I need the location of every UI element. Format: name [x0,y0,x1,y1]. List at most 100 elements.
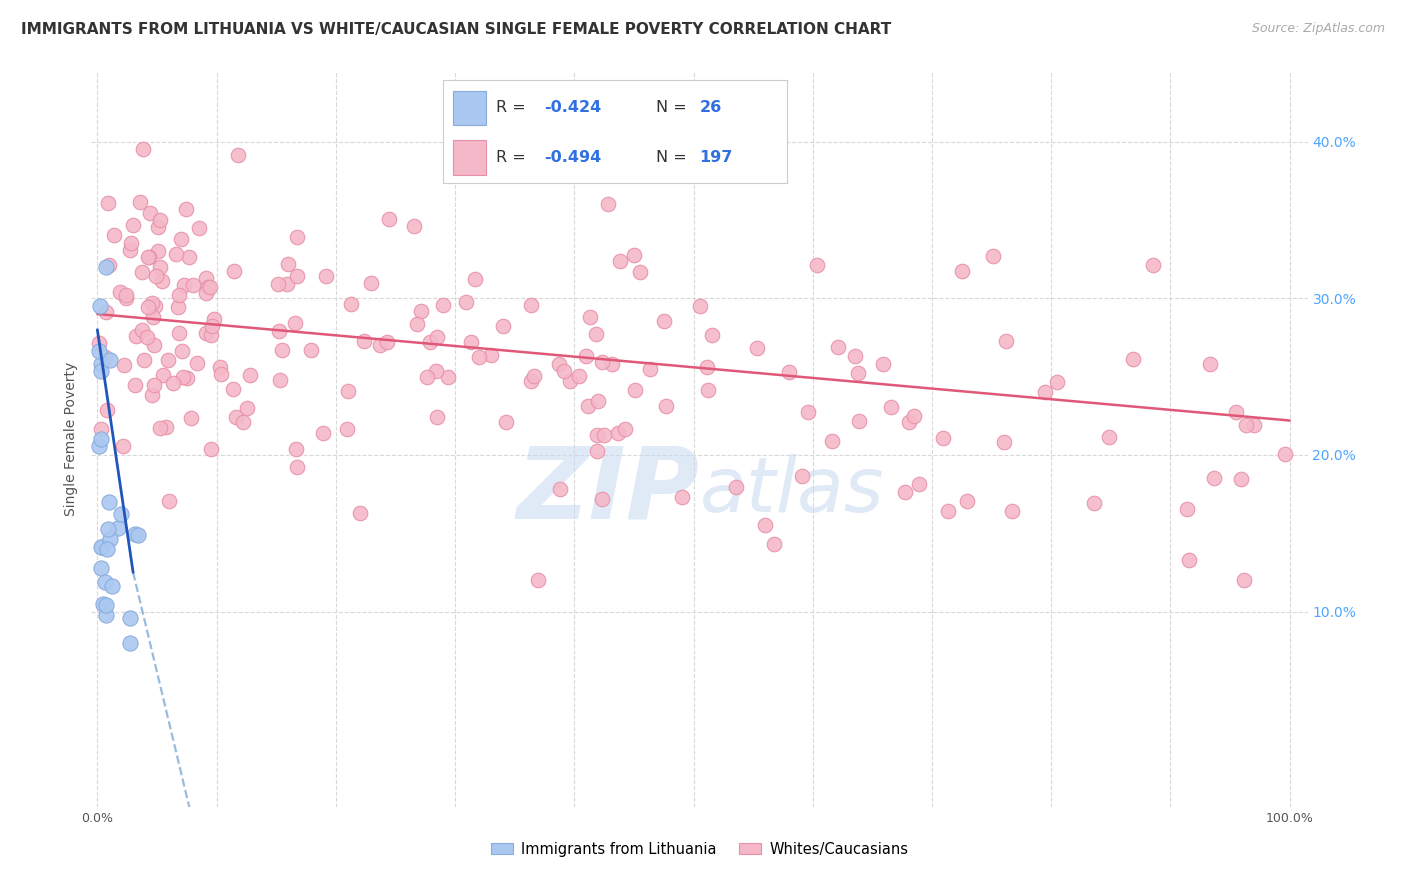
Point [94,260,117,274]
Point [1232,573,1254,587]
Point [162,376,184,391]
Point [149,260,172,275]
Point [797,405,820,419]
Point [269,373,291,387]
Point [585,428,607,442]
Point [98,495,121,509]
Point [111,439,134,453]
Text: R =: R = [496,150,531,165]
Text: 197: 197 [700,150,733,165]
Point [141,296,163,310]
Point [432,298,454,312]
Point [226,148,249,162]
Point [575,349,598,363]
Point [585,326,607,341]
Point [269,324,291,338]
Point [419,334,441,349]
Point [993,435,1015,450]
Point [96,305,118,319]
Point [903,409,925,424]
Point [370,338,392,352]
Point [593,428,616,442]
Point [90,540,112,554]
Point [267,277,290,292]
Point [520,375,543,389]
Point [1035,384,1057,399]
Point [87,336,110,351]
Point [110,507,132,521]
Point [426,330,449,344]
Point [284,442,307,456]
Point [349,506,371,520]
Point [894,484,917,499]
Point [340,297,363,311]
Point [614,422,637,436]
Point [98,533,121,547]
Point [112,358,135,372]
Point [846,366,869,380]
Text: N =: N = [657,101,692,115]
Point [1243,417,1265,432]
Text: -0.424: -0.424 [544,101,602,115]
Text: atlas: atlas [699,454,884,528]
Point [183,278,205,293]
Point [90,540,112,554]
Point [187,220,209,235]
Point [176,371,198,385]
Point [167,326,190,340]
Point [576,399,599,413]
Point [527,573,550,587]
Point [276,277,298,292]
Point [172,369,194,384]
Point [1199,357,1222,371]
Point [194,270,217,285]
Point [90,364,112,378]
Point [897,415,920,429]
Point [96,542,118,557]
Y-axis label: Single Female Poverty: Single Female Poverty [65,362,79,516]
Point [124,526,146,541]
Point [101,579,124,593]
Point [270,343,292,357]
Point [98,352,121,367]
Point [299,343,322,358]
Point [90,422,112,436]
Point [127,527,149,541]
Point [194,326,217,341]
Point [143,299,166,313]
Point [568,368,591,383]
Point [96,608,118,623]
Point [180,411,202,425]
Point [236,401,259,415]
Point [90,561,112,575]
Point [221,383,243,397]
Point [827,340,849,354]
Point [1202,471,1225,485]
Point [118,636,141,650]
Point [578,310,600,324]
Point [131,142,153,156]
Point [520,298,543,312]
Point [136,329,159,343]
Point [696,360,718,375]
Point [124,377,146,392]
FancyBboxPatch shape [453,140,486,175]
Point [336,423,359,437]
Point [141,388,163,402]
Point [560,374,582,388]
Point [120,611,142,625]
Point [94,598,117,612]
Point [209,368,232,382]
Point [778,365,800,379]
Point [131,323,153,337]
Point [89,344,111,359]
Point [353,334,375,348]
Point [139,206,162,220]
Point [880,400,903,414]
Point [170,232,193,246]
Point [1083,496,1105,510]
Text: IMMIGRANTS FROM LITHUANIA VS WHITE/CAUCASIAN SINGLE FEMALE POVERTY CORRELATION C: IMMIGRANTS FROM LITHUANIA VS WHITE/CAUCA… [21,22,891,37]
Point [1234,418,1257,433]
Point [747,341,769,355]
Point [145,268,167,283]
